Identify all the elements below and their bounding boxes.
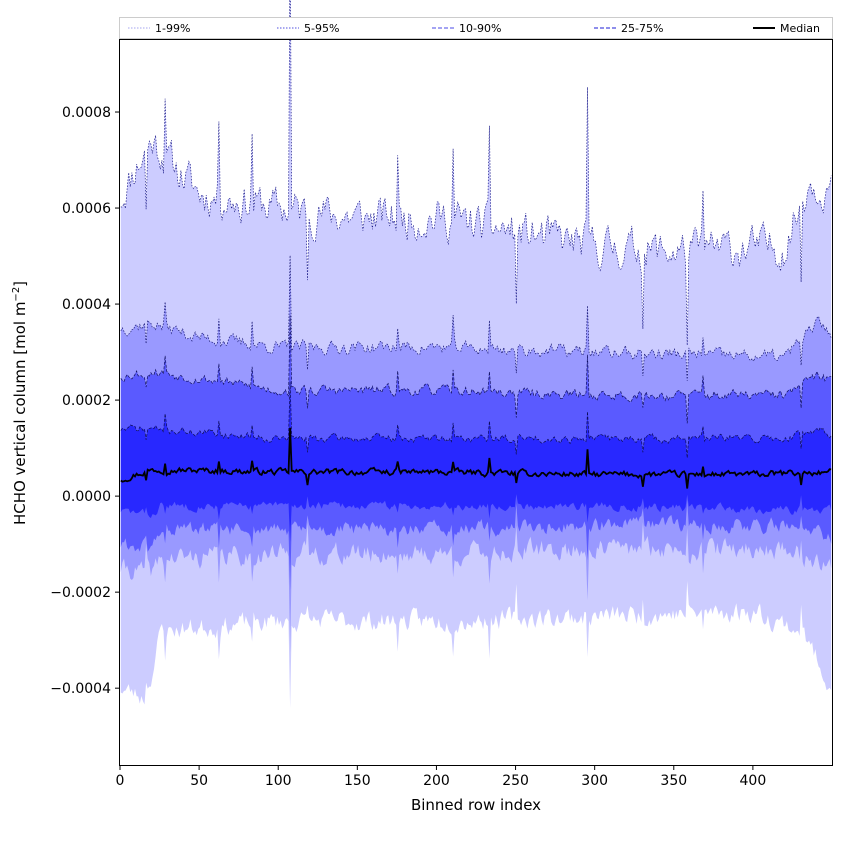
legend-frame	[119, 17, 833, 39]
x-axis-label: Binned row index	[411, 796, 541, 814]
y-tick-label-0: −0.0004	[50, 681, 111, 697]
band-25-75	[120, 381, 832, 542]
legend-label-1: 1-99%	[155, 22, 190, 35]
x-tick-label-150: 150	[344, 773, 371, 789]
line-25-upper	[120, 381, 832, 458]
legend: 1-99% 5-95% 10-90% 25-75% Median	[119, 17, 833, 39]
y-tick-label-6: 0.0008	[62, 105, 111, 121]
line-5-upper	[120, 255, 832, 381]
legend-label-3: 10-90%	[459, 22, 501, 35]
legend-label-2: 5-95%	[304, 22, 339, 35]
y-tick-label-4: 0.0004	[62, 297, 111, 313]
legend-label-4: 25-75%	[621, 22, 663, 35]
x-tick-label-300: 300	[581, 773, 608, 789]
y-axis-label-main: HCHO vertical column [mol m	[11, 302, 29, 525]
x-tick-label-250: 250	[502, 773, 529, 789]
y-axis-ticks: −0.0004 −0.0002 0.0000 0.0002 0.0004 0.0006 0.…	[50, 105, 120, 697]
y-axis-label-exponent: −2	[11, 287, 22, 302]
median-line	[120, 427, 832, 489]
plot-frame	[119, 39, 833, 766]
x-tick-label-200: 200	[423, 773, 450, 789]
x-axis-ticks: 0 50 100 150 200 250 300 350 400	[116, 765, 767, 789]
y-axis-label: HCHO vertical column [mol m−2]	[11, 281, 29, 525]
y-tick-label-5: 0.0006	[62, 201, 111, 217]
y-tick-label-1: −0.0002	[50, 585, 111, 601]
percentile-bands	[120, 0, 832, 708]
x-tick-label-400: 400	[740, 773, 767, 789]
legend-label-5: Median	[780, 22, 820, 35]
y-axis-label-close: ]	[11, 281, 29, 287]
percentile-lines	[120, 0, 832, 458]
line-1-upper	[120, 0, 832, 346]
x-tick-label-100: 100	[265, 773, 292, 789]
x-tick-label-50: 50	[190, 773, 208, 789]
x-tick-label-350: 350	[660, 773, 687, 789]
x-tick-label-0: 0	[116, 773, 125, 789]
median-series	[120, 427, 832, 489]
y-tick-label-2: 0.0000	[62, 489, 111, 505]
y-tick-label-3: 0.0002	[62, 393, 111, 409]
line-10-upper	[120, 315, 832, 424]
